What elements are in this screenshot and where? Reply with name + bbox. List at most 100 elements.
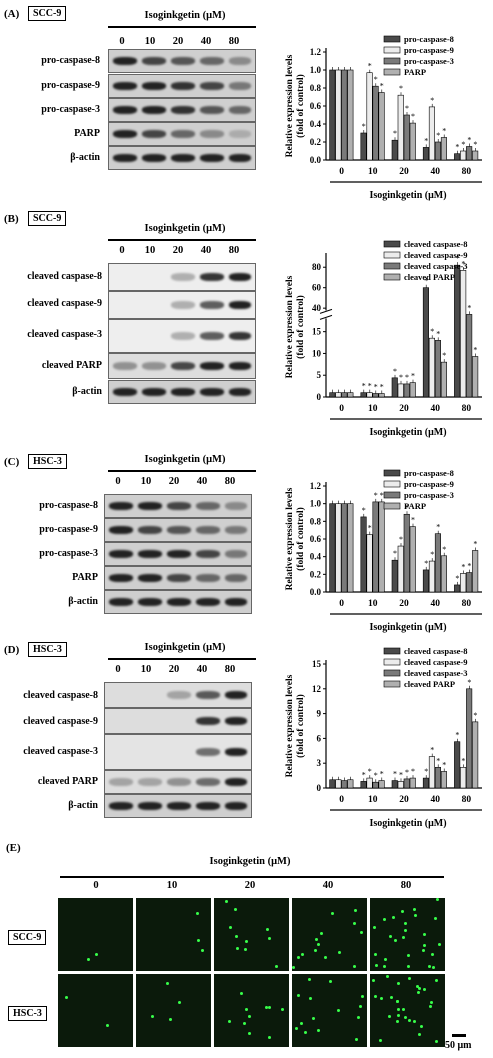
significance-star: * — [455, 143, 459, 152]
conc-label: 10 — [166, 880, 178, 891]
fluorescent-cell — [86, 958, 90, 962]
bar — [440, 555, 447, 593]
bar — [428, 756, 435, 789]
significance-star: * — [436, 329, 440, 338]
bar — [335, 69, 342, 161]
significance-star: * — [362, 382, 366, 391]
fluorescent-cell — [403, 922, 407, 926]
fluorescent-cell — [201, 949, 205, 953]
cell-line-box: HSC-3 — [28, 454, 67, 469]
bar — [397, 545, 404, 593]
fluorescent-cell — [421, 948, 425, 952]
y-tick-label: 5 — [317, 370, 322, 380]
fluorescent-cell — [242, 1022, 246, 1026]
significance-star: * — [430, 327, 434, 336]
bar — [341, 503, 348, 593]
bar — [434, 340, 441, 398]
fluorescent-cell — [64, 995, 68, 999]
significance-star: * — [467, 678, 471, 687]
bar — [360, 132, 367, 161]
y-tick-label: 15 — [312, 659, 322, 669]
significance-star: * — [362, 506, 366, 515]
bar-chart-b: 0 5 10 15 40 60 80 Relative expression levels(f… — [285, 239, 482, 438]
bar — [466, 314, 473, 398]
bar — [366, 534, 373, 593]
fluorescent-cell — [315, 938, 319, 942]
x-tick-label: 40 — [430, 167, 440, 177]
blot-row-label: pro-caspase-8 — [39, 500, 98, 511]
title-underline — [108, 470, 256, 472]
fluorescent-cell — [307, 978, 311, 982]
bar-chart-d: 0 3 6 9 12 15 Relative expression levels(fold … — [285, 646, 482, 829]
significance-star: * — [374, 491, 378, 500]
y-tick-label: 0 — [317, 392, 322, 402]
bar — [397, 383, 404, 398]
fluorescent-cell — [373, 925, 377, 929]
significance-star: * — [461, 259, 465, 268]
y-tick-label: 10 — [312, 348, 322, 358]
y-tick-label: 1.2 — [310, 481, 322, 491]
fluorescent-cell — [309, 997, 313, 1001]
significance-star: * — [393, 129, 397, 138]
fluorescent-cell — [401, 910, 405, 914]
significance-star: * — [461, 562, 465, 571]
fluorescent-cell — [245, 940, 249, 944]
blot-row-label: pro-caspase-3 — [41, 104, 100, 115]
blot-row-label: PARP — [72, 572, 98, 583]
x-tick-label: 10 — [368, 599, 378, 609]
fluorescent-cell — [428, 1005, 432, 1009]
y-axis-label: Relative expression levels(fold of contr… — [285, 674, 306, 777]
bar — [391, 139, 398, 161]
conc-label: 20 — [168, 664, 180, 675]
bar — [428, 106, 435, 161]
significance-star: * — [473, 711, 477, 720]
fluorescence-micrograph — [292, 974, 367, 1047]
fluorescent-cell — [404, 929, 408, 933]
blot-row-label: cleaved caspase-9 — [27, 298, 102, 309]
fluorescence-micrograph — [58, 974, 133, 1047]
significance-star: * — [461, 140, 465, 149]
fluorescent-cell — [435, 898, 439, 902]
fluorescent-cell — [384, 957, 388, 961]
bar — [422, 777, 429, 789]
fluorescent-cell — [404, 1016, 407, 1020]
conc-label: 0 — [119, 245, 125, 256]
western-blot-strip — [104, 494, 252, 518]
blot-title: Isoginkgetin (μM) — [144, 454, 226, 465]
bar — [360, 781, 367, 789]
conc-label: 40 — [200, 36, 212, 47]
bar — [428, 337, 435, 398]
bar — [422, 147, 429, 161]
fluorescent-cell — [301, 952, 305, 956]
x-axis-label: Isoginkgetin (μM) — [369, 190, 446, 201]
bar — [460, 269, 467, 398]
fluorescent-cell — [419, 1025, 423, 1029]
legend-label: pro-caspase-8 — [404, 468, 454, 478]
fluorescent-cell — [354, 909, 358, 913]
bar — [329, 392, 336, 398]
significance-star: * — [424, 559, 428, 568]
bar — [366, 777, 373, 789]
fluorescent-cell — [313, 948, 317, 952]
panel-label: (D) — [4, 644, 20, 656]
significance-star: * — [455, 254, 459, 263]
fluorescent-cell — [372, 978, 376, 982]
bar — [372, 85, 379, 161]
legend-label: PARP — [404, 501, 426, 511]
axis-break-mark — [319, 314, 333, 320]
fluorescent-cell — [428, 964, 432, 968]
significance-star: * — [399, 535, 403, 544]
legend-swatch — [383, 273, 401, 281]
x-tick-label: 80 — [462, 167, 472, 177]
row-label-box: SCC-9 — [8, 930, 47, 945]
significance-star: * — [442, 760, 446, 769]
fluorescent-cell — [300, 1021, 304, 1025]
cell-line-box: SCC-9 — [28, 211, 67, 226]
bar — [391, 780, 398, 789]
fluorescent-cell — [268, 1035, 272, 1039]
fluorescent-cell — [94, 953, 98, 957]
bar — [403, 114, 410, 161]
y-tick-label: 0.4 — [310, 119, 322, 129]
bar — [372, 781, 379, 789]
fluorescence-micrograph — [370, 974, 445, 1047]
